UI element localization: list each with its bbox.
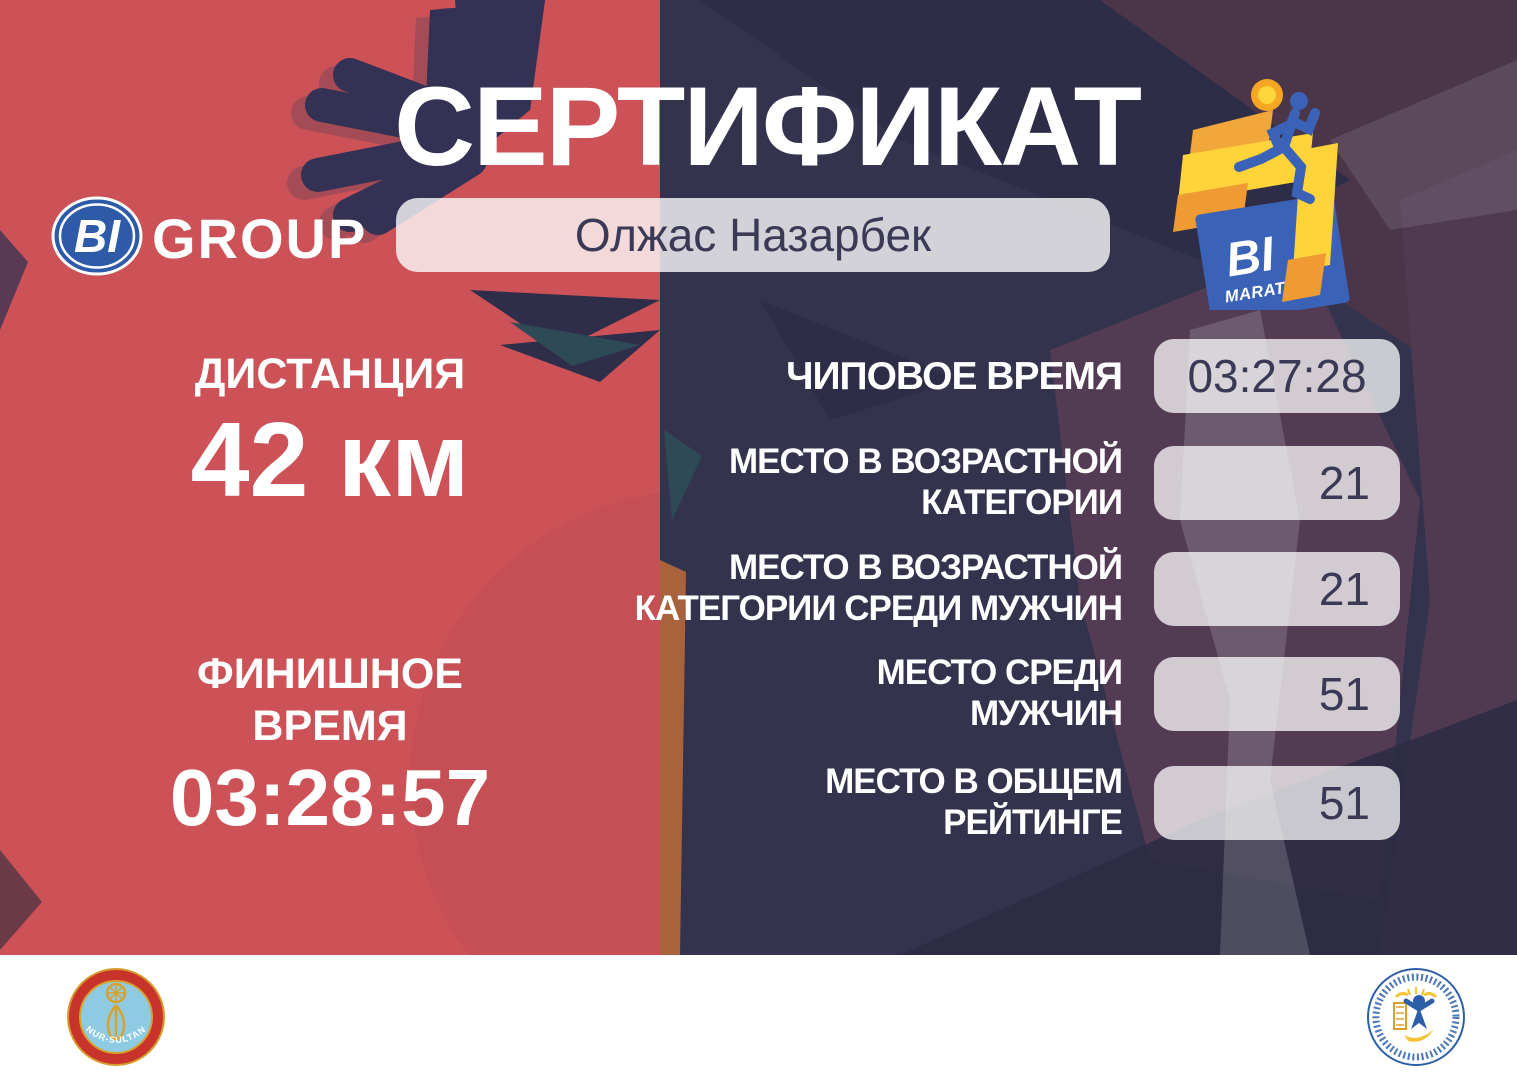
participant-name-field: Олжас Назарбек [396,198,1110,272]
men-place-label: МЕСТО СРЕДИ МУЖЧИН [876,653,1123,734]
ministry-emblem [1367,968,1465,1066]
overall-place-pill: 51 [1154,766,1400,840]
bi-group-logo: BI GROUP [50,196,380,282]
chip-time-pill: 03:27:28 [1154,339,1400,413]
certificate-title: СЕРТИФИКАТ [394,64,1142,189]
bi-group-wordmark: GROUP [152,207,368,270]
participant-name: Олжас Назарбек [574,209,932,261]
svg-text:BI: BI [1222,227,1279,287]
finish-time-value: 03:28:57 [169,753,491,842]
distance-value: 42 км [190,401,470,519]
age-category-place-label: МЕСТО В ВОЗРАСТНОЙ КАТЕГОРИИ [728,442,1123,523]
men-place-pill: 51 [1154,657,1400,731]
distance-label: ДИСТАНЦИЯ [194,350,466,398]
age-category-place-pill: 21 [1154,446,1400,520]
finish-time-label: ФИНИШНОЕ ВРЕМЯ [197,650,463,751]
nur-sultan-emblem: NUR-SULTAN [67,968,165,1066]
runner-icon [1234,92,1320,204]
age-category-men-place-pill: 21 [1154,552,1400,626]
chip-time-label: ЧИПОВОЕ ВРЕМЯ [786,355,1123,398]
bi-group-oval [51,196,143,276]
overall-place-label: МЕСТО В ОБЩЕМ РЕЙТИНГЕ [825,762,1123,843]
bi-marathon-logo: BI MARATHON [1173,79,1350,310]
age-category-men-place-label: МЕСТО В ВОЗРАСТНОЙ КАТЕГОРИИ СРЕДИ МУЖЧИ… [634,548,1123,629]
svg-text:BI: BI [74,210,121,262]
sponsor-bar: NUR-SULTAN asu World Class SiS SCIENCE I… [0,955,1517,1080]
